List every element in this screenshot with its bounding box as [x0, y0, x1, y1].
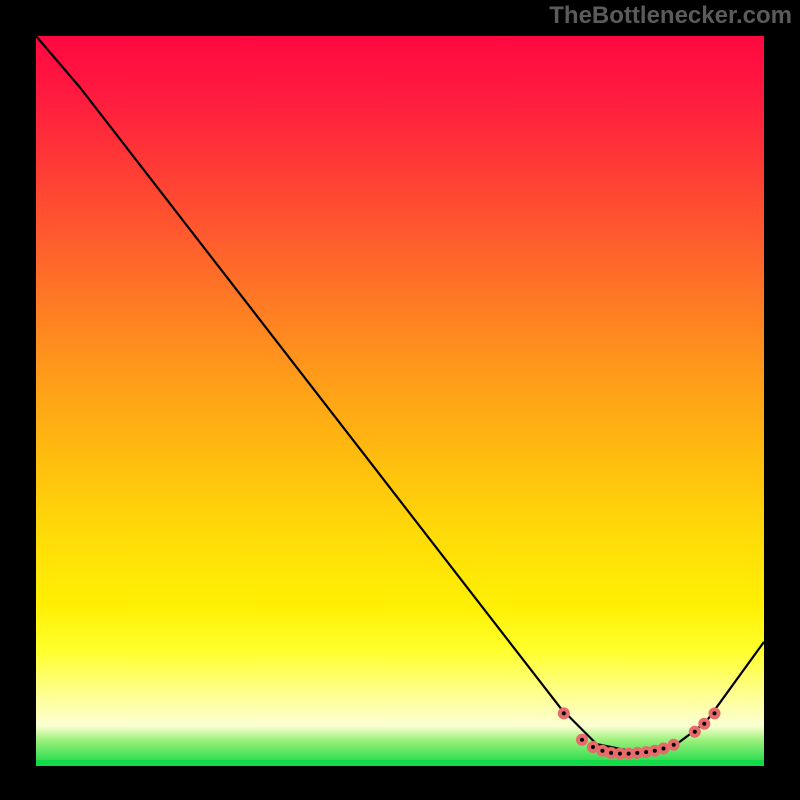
attribution-label: TheBottlenecker.com [549, 2, 792, 30]
bottleneck-chart [0, 0, 800, 800]
